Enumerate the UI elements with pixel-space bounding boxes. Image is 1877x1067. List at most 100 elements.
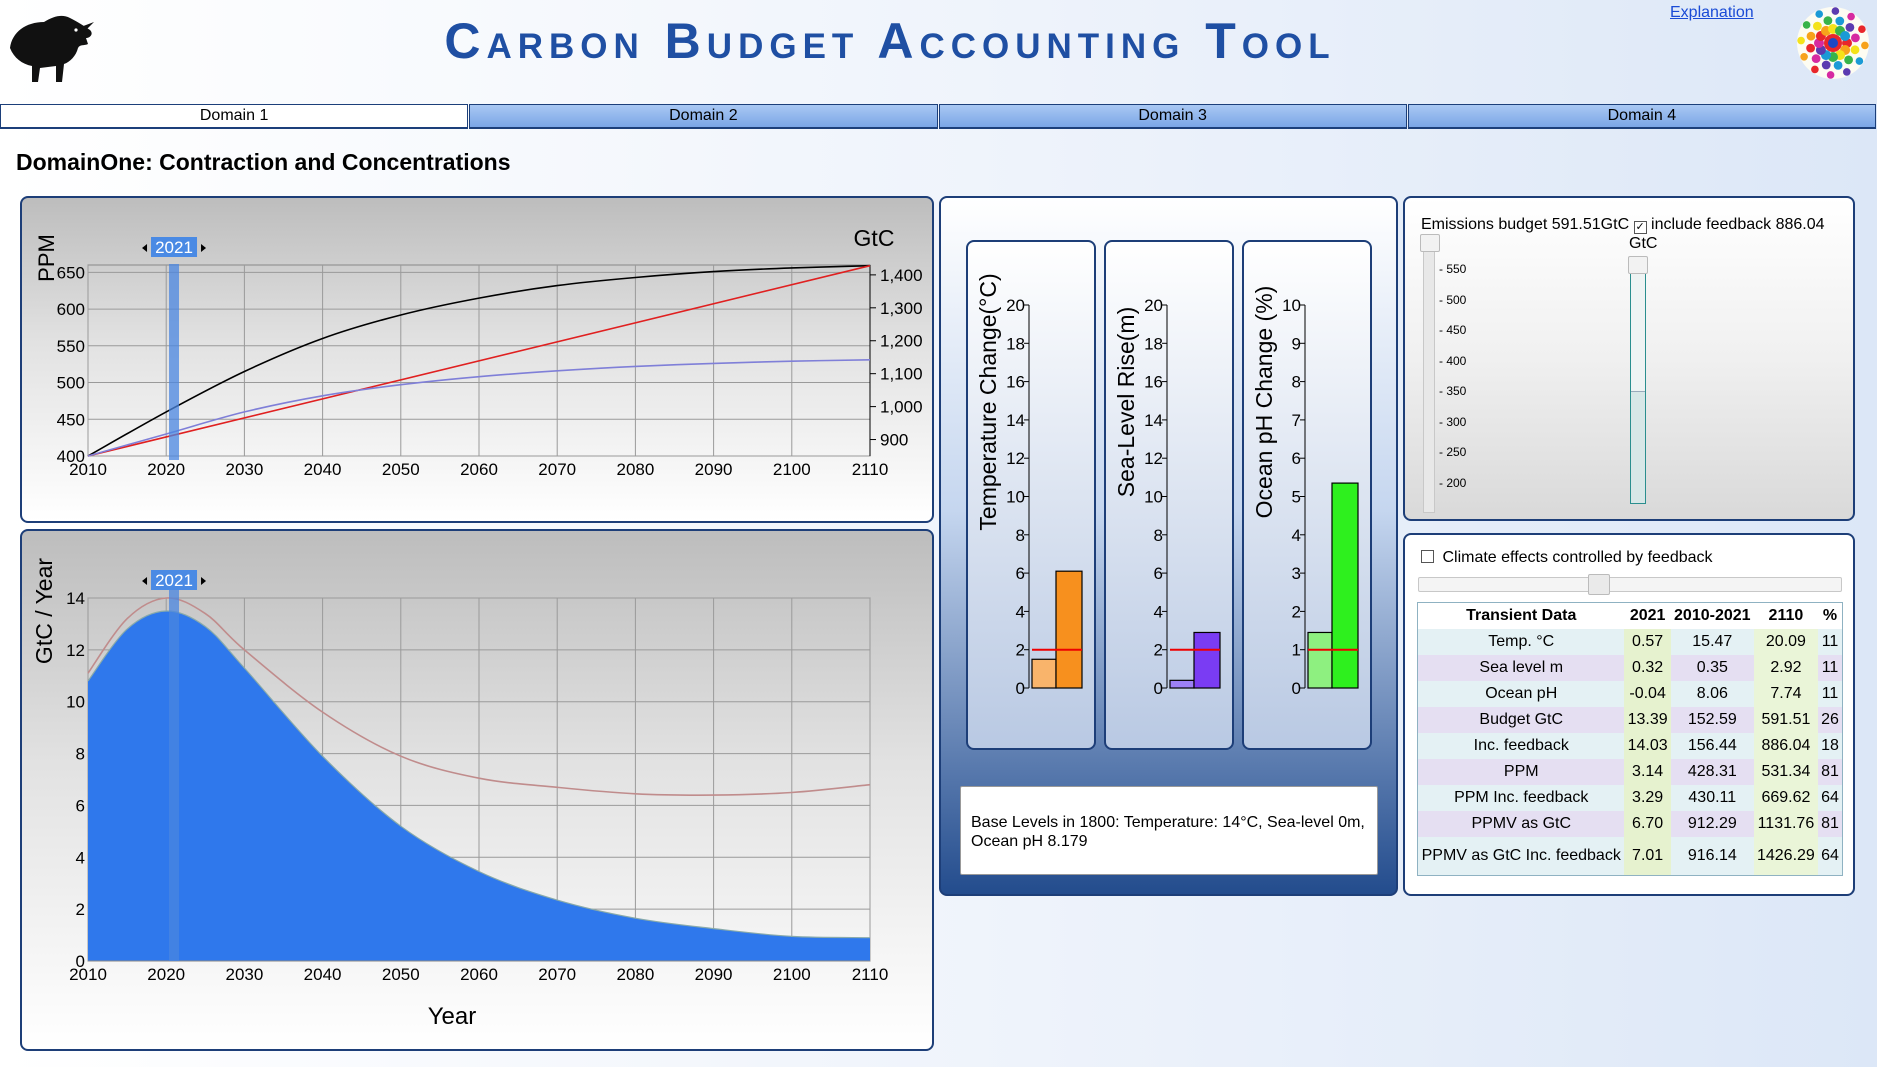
y-tick-label: 2 [76, 900, 85, 919]
bar-axis-label: Sea-Level Rise(m) [1113, 307, 1139, 497]
bar-tick-label: 7 [1292, 411, 1301, 430]
logo-petal [1833, 61, 1843, 70]
bar-tick-label: 4 [1292, 526, 1301, 545]
year-left-arrow-icon [142, 244, 148, 252]
table-row: PPMV as GtC Inc. feedback 7.01 916.14 1426.… [1418, 837, 1842, 875]
table-cell: 81 [1818, 759, 1842, 785]
emissions-area [88, 610, 870, 961]
budget-tick-label: - 500 [1439, 292, 1467, 307]
table-cell: 1426.29 [1753, 837, 1819, 875]
y2-tick-label: 1,200 [880, 332, 923, 351]
table-row: Temp. °C 0.57 15.47 20.09 11 [1418, 629, 1842, 655]
bar-tick-label: 4 [1154, 602, 1163, 621]
bar-tick-label: 0 [1292, 679, 1301, 698]
year-marker-badge [151, 570, 198, 590]
logo-petal [1847, 12, 1855, 21]
feedback-emissions-line [87, 597, 871, 796]
x-tick-label: 2080 [616, 460, 654, 479]
tab-domain-2[interactable]: Domain 2 [469, 104, 938, 129]
table-row: Sea level m 0.32 0.35 2.92 11 [1418, 655, 1842, 681]
table-cell: 64 [1818, 837, 1842, 875]
bar-tick-label: 3 [1292, 564, 1301, 583]
y2-tick-label: 1,400 [880, 266, 923, 285]
series-line-1 [87, 264, 871, 457]
y2-tick-label: 900 [880, 431, 908, 450]
emissions-area-edge [87, 610, 871, 939]
budget-tick-label: - 250 [1439, 445, 1467, 459]
x-tick-label: 2020 [147, 965, 185, 984]
concentration-chart-panel: 2010 2020 2030 2040 2050 2060 2070 2080 2090 2100… [20, 196, 934, 523]
table-cell: 428.31 [1670, 759, 1754, 785]
x-tick-label: 2010 [69, 965, 107, 984]
logo-petal [1806, 43, 1815, 53]
y-tick-label: 500 [57, 374, 85, 393]
table-cell: 916.14 [1670, 837, 1754, 875]
feedback-budget-handle[interactable] [1628, 256, 1648, 274]
climate-feedback-checkbox[interactable] [1421, 550, 1434, 563]
bar-tick-label: 14 [1006, 411, 1025, 430]
table-cell: 2.92 [1753, 655, 1819, 681]
x-tick-label: 2070 [538, 965, 576, 984]
explanation-link[interactable]: Explanation [1670, 4, 1754, 21]
emissions-chart-panel: 2010 2020 2030 2040 2050 2060 2070 2080 2090 2100… [20, 529, 934, 1051]
bar-tick-label: 20 [1144, 296, 1163, 315]
logo-petal [1800, 53, 1808, 61]
table-cell: 14.03 [1624, 733, 1671, 759]
table-header-cell: % [1818, 603, 1842, 629]
concentration-chart: 2010 2020 2030 2040 2050 2060 2070 2080 2090 2100… [34, 225, 923, 479]
bar-tick-label: 16 [1144, 373, 1163, 392]
logo-petal [1843, 68, 1851, 76]
budget-tick-label: - 550 [1439, 262, 1467, 276]
bar-tick-label: 18 [1144, 334, 1163, 353]
logo-petal [1835, 16, 1845, 26]
feedback-slider-handle[interactable] [1587, 574, 1610, 595]
budget-tick-label: - 200 [1439, 475, 1467, 490]
bar-2110 [1193, 631, 1221, 689]
table-cell: 18 [1818, 733, 1842, 759]
year-marker-label: 2021 [155, 238, 193, 257]
bar-2110 [1055, 570, 1083, 689]
include-feedback-checkbox[interactable]: ✓ [1633, 221, 1647, 234]
tab-domain-1[interactable]: Domain 1 [0, 104, 469, 129]
bar-tick-label: 4 [1016, 602, 1025, 621]
emissions-budget-label: Emissions budget 591.51GtC [1421, 216, 1630, 233]
bar-tick-label: 10 [1006, 488, 1025, 507]
budget-slider-handle[interactable] [1420, 234, 1440, 252]
year-left-arrow-icon [142, 577, 148, 585]
climate-feedback-label: Climate effects controlled by feedback [1442, 549, 1713, 566]
bar-tick-label: 9 [1292, 334, 1301, 353]
budget-slider-track[interactable] [1423, 238, 1435, 513]
table-header-cell: 2110 [1753, 603, 1819, 629]
bar-tick-label: 16 [1006, 373, 1025, 392]
bar-tick-label: 12 [1006, 449, 1025, 468]
logo-petal [1821, 60, 1831, 70]
x-tick-label: 2090 [695, 965, 733, 984]
feedback-slider-track[interactable] [1418, 577, 1842, 592]
table-cell: 430.11 [1670, 785, 1754, 811]
y-axis-label: PPM [34, 234, 59, 282]
bar-tick-label: 10 [1282, 296, 1301, 315]
x-tick-label: 2060 [460, 460, 498, 479]
feedback-control-row: Climate effects controlled by feedback [1421, 549, 1713, 567]
bar-tick-label: 0 [1016, 679, 1025, 698]
table-cell: 669.62 [1753, 785, 1819, 811]
feedback-budget-fill [1631, 390, 1645, 503]
table-cell: 7.01 [1624, 837, 1671, 875]
year-marker-bar [169, 587, 180, 961]
tab-domain-4[interactable]: Domain 4 [1407, 104, 1876, 129]
x-tick-label: 2050 [382, 965, 420, 984]
bar-tick-label: 5 [1292, 488, 1301, 507]
table-cell: 0.57 [1624, 629, 1671, 655]
table-cell: Inc. feedback [1418, 733, 1625, 759]
bar-tick-label: 20 [1006, 296, 1025, 315]
y-tick-label: 8 [76, 745, 85, 764]
table-cell: 591.51 [1753, 707, 1819, 733]
x-tick-label: 2010 [69, 460, 107, 479]
series-line-2 [87, 359, 871, 457]
x-axis-label: Year [428, 1003, 477, 1030]
table-header-cell: 2010-2021 [1670, 603, 1754, 629]
budget-tick-label: - 300 [1439, 414, 1467, 429]
tab-domain-3[interactable]: Domain 3 [938, 104, 1407, 129]
budget-tick-label: - 450 [1439, 323, 1467, 337]
boar-logo-icon [10, 15, 94, 83]
